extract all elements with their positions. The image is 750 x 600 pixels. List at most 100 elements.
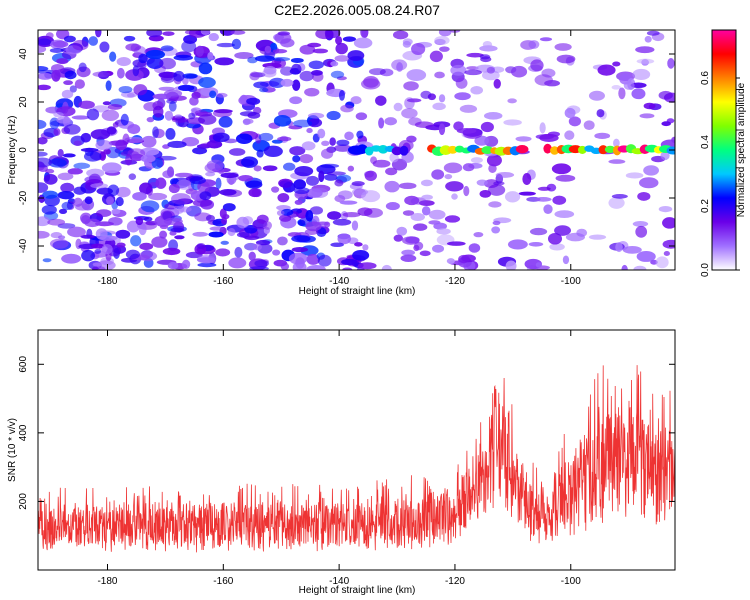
spectrogram-noise-cell — [156, 155, 177, 161]
spectrogram-noise-cell — [96, 260, 116, 270]
spectrogram-noise-cell — [192, 198, 213, 207]
spectrogram-noise-cell — [48, 158, 67, 168]
spectrogram-noise-cell — [132, 191, 147, 201]
spectrogram-x-tick-label: -180 — [97, 276, 117, 287]
spectrogram-noise-cell — [253, 81, 269, 89]
spectrogram-noise-cell — [421, 206, 431, 216]
spectrogram-noise-cell — [482, 40, 493, 48]
spectrogram-noise-cell — [454, 92, 471, 101]
spectrogram-noise-cell — [473, 232, 484, 238]
spectrogram-noise-cell — [291, 63, 302, 75]
spectrogram-noise-cell — [611, 194, 628, 199]
spectrogram-noise-cell — [181, 40, 197, 53]
spectrogram-noise-cell — [350, 96, 362, 105]
spectrogram-signal-cell — [666, 146, 675, 155]
spectrogram-noise-cell — [162, 170, 174, 179]
spectrogram-noise-cell — [611, 85, 621, 90]
spectrogram-noise-cell — [246, 97, 261, 106]
spectrogram-noise-cell — [434, 71, 445, 79]
spectrogram-noise-cell — [643, 102, 656, 110]
spectrogram-noise-cell — [347, 165, 355, 172]
spectrogram-noise-cell — [335, 42, 348, 55]
spectrogram-noise-cell — [263, 221, 272, 230]
spectrogram-noise-cell — [182, 73, 198, 79]
spectrogram-noise-cell — [293, 187, 310, 195]
spectrogram-noise-cell — [483, 112, 503, 120]
spectrogram-noise-cell — [534, 197, 552, 202]
spectrogram-noise-cell — [162, 31, 175, 36]
spectrogram-noise-cell — [277, 192, 290, 203]
spectrogram-noise-cell — [269, 77, 286, 88]
spectrogram-noise-cell — [95, 140, 113, 151]
spectrogram-noise-cell — [353, 37, 373, 49]
spectrogram-noise-cell — [208, 32, 219, 42]
spectrogram-noise-cell — [662, 217, 675, 229]
spectrogram-noise-cell — [91, 243, 105, 249]
spectrogram-noise-cell — [306, 253, 321, 265]
spectrogram-noise-cell — [212, 109, 232, 118]
spectrogram-noise-cell — [207, 52, 214, 60]
spectrogram-noise-cell — [63, 35, 76, 43]
spectrogram-noise-cell — [116, 57, 131, 67]
spectrogram-noise-cell — [464, 69, 483, 76]
spectrogram-noise-cell — [64, 70, 77, 80]
spectrogram-noise-cell — [234, 246, 243, 258]
spectrogram-noise-cell — [646, 30, 660, 36]
spectrogram-noise-cell — [518, 191, 536, 196]
spectrogram-noise-cell — [306, 265, 326, 270]
spectrogram-noise-cell — [53, 128, 61, 136]
spectrogram-noise-cell — [292, 155, 301, 163]
spectrogram-noise-cell — [73, 186, 87, 195]
snr-x-tick-label: -180 — [97, 576, 117, 587]
spectrogram-noise-cell — [305, 188, 323, 198]
spectrogram-noise-cell — [308, 60, 324, 70]
spectrogram-noise-cell — [123, 35, 136, 42]
spectrogram-noise-cell — [74, 79, 85, 89]
spectrogram-noise-cell — [205, 214, 215, 222]
spectrogram-noise-cell — [280, 38, 295, 48]
spectrogram-noise-cell — [291, 246, 309, 253]
spectrogram-noise-cell — [503, 119, 522, 126]
spectrogram-noise-cell — [220, 240, 229, 245]
spectrogram-noise-cell — [189, 176, 206, 185]
spectrogram-noise-cell — [552, 195, 567, 205]
spectrogram-noise-cell — [231, 38, 242, 50]
spectrogram-noise-cell — [90, 183, 109, 189]
spectrogram-noise-cell — [255, 239, 271, 246]
colorbar-gradient — [711, 29, 737, 271]
spectrogram-noise-cell — [38, 182, 49, 193]
spectrogram-y-ticks: -40 -20 0 20 40 — [18, 48, 675, 253]
spectrogram-noise-cell — [86, 108, 100, 121]
spectrogram-signal-cell — [399, 145, 409, 156]
spectrogram-signal-cell — [447, 145, 458, 154]
spectrogram-noise-cell — [306, 128, 313, 134]
spectrogram-noise-cell — [596, 109, 605, 118]
spectrogram-noise-cell — [341, 258, 358, 266]
spectrogram-noise-cell — [354, 242, 363, 247]
spectrogram-noise-cell — [242, 216, 254, 225]
spectrogram-noise-cell — [167, 261, 179, 270]
spectrogram-noise-cell — [71, 115, 90, 120]
spectrogram-x-tick-label: -100 — [561, 276, 581, 287]
spectrogram-noise-cell — [262, 165, 278, 172]
spectrogram-y-label: Frequency (Hz) — [7, 116, 18, 185]
spectrogram-noise-cell — [488, 201, 502, 208]
spectrogram-noise-cell — [661, 121, 671, 127]
spectrogram-noise-cell — [208, 231, 224, 238]
spectrogram-noise-cell — [199, 191, 212, 201]
spectrogram-noise-cell — [168, 183, 180, 194]
spectrogram-noise-cell — [554, 225, 572, 236]
spectrogram-noise-cell — [51, 69, 61, 82]
spectrogram-noise-cell — [539, 122, 546, 134]
spectrogram-noise-cell — [273, 259, 288, 267]
spectrogram-noise-cell — [663, 251, 670, 256]
spectrogram-noise-cell — [38, 72, 53, 80]
spectrogram-noise-cell — [537, 186, 551, 191]
spectrogram-noise-cell — [446, 258, 455, 265]
spectrogram-noise-cell — [155, 177, 167, 189]
spectrogram-noise-cell — [660, 150, 670, 161]
spectrogram-noise-cell — [216, 42, 235, 48]
spectrogram-noise-cell — [101, 109, 120, 121]
spectrogram-noise-cell — [470, 85, 484, 95]
spectrogram-noise-cell — [625, 172, 644, 179]
